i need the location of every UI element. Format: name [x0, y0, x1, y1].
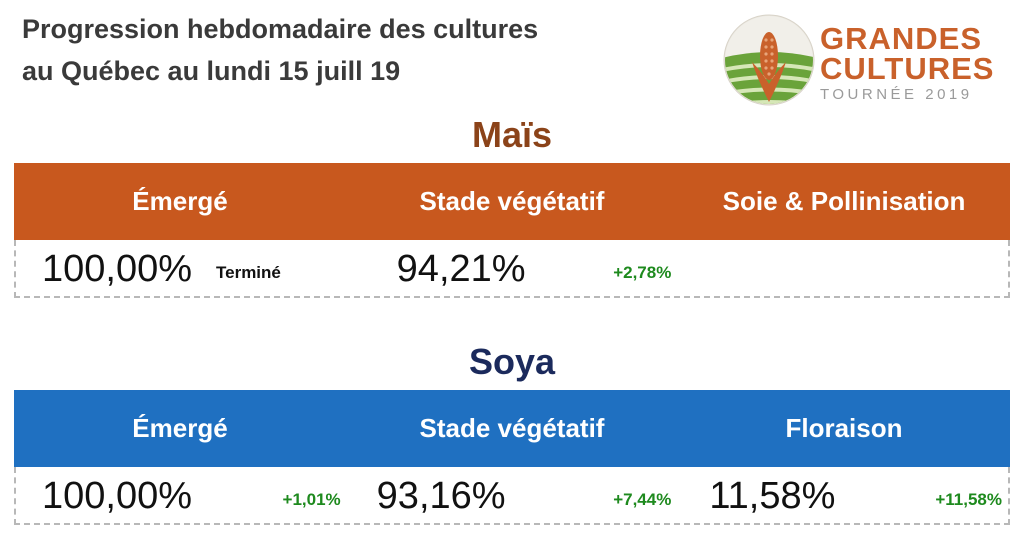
soya-emerge-value: 100,00%: [42, 475, 193, 517]
soya-stade-vegetatif-value: 93,16%: [376, 475, 506, 517]
mais-emerge-note: Terminé: [216, 263, 281, 282]
mais-cell-stade-vegetatif: 94,21% +2,78%: [347, 240, 678, 296]
soya-cell-floraison: 11,58% +11,58%: [677, 467, 1008, 523]
soya-header-floraison: Floraison: [785, 413, 903, 443]
soya-floraison-delta: +11,58%: [935, 490, 1003, 509]
soya-floraison-value: 11,58%: [709, 475, 836, 517]
mais-cell-emerge: 100,00% Terminé: [16, 240, 347, 296]
page-title-line-1: Progression hebdomadaire des cultures: [22, 14, 539, 44]
mais-stade-vegetatif-delta: +2,78%: [613, 263, 672, 282]
soya-values-row: 100,00% +1,01% 93,16% +7,44% 11,58% +11,…: [14, 467, 1010, 525]
mais-header-stade-vegetatif: Stade végétatif: [419, 186, 605, 216]
mais-emerge-value: 100,00%: [42, 248, 193, 290]
logo-text-tournee: TOURNÉE 2019: [820, 86, 973, 103]
grandes-cultures-logo: GRANDES CULTURES TOURNÉE 2019: [722, 10, 1012, 110]
page-title-line-2: au Québec au lundi 15 juill 19: [22, 56, 401, 86]
mais-header-soie-pollinisation: Soie & Pollinisation: [722, 186, 966, 216]
mais-values-row: 100,00% Terminé 94,21% +2,78%: [14, 240, 1010, 298]
soya-header-emerge: Émergé: [132, 413, 228, 443]
soya-section-title: Soya: [468, 341, 556, 382]
corn-field-icon: [723, 14, 815, 106]
soya-header-stade-vegetatif: Stade végétatif: [419, 413, 605, 443]
soya-stade-vegetatif-delta: +7,44%: [613, 490, 672, 509]
mais-cell-soie-pollinisation: [677, 240, 1008, 296]
soya-cell-emerge: 100,00% +1,01%: [16, 467, 347, 523]
soya-emerge-delta: +1,01%: [282, 490, 341, 509]
page-title: Progression hebdomadaire des cultures au…: [22, 8, 712, 92]
soya-header-band: Émergé Stade végétatif Floraison: [14, 390, 1010, 467]
mais-section-title: Maïs: [471, 114, 553, 155]
mais-header-band: Émergé Stade végétatif Soie & Pollinisat…: [14, 163, 1010, 240]
soya-cell-stade-vegetatif: 93,16% +7,44%: [347, 467, 678, 523]
logo-text-cultures: CULTURES: [820, 51, 995, 86]
mais-header-emerge: Émergé: [132, 186, 228, 216]
mais-stade-vegetatif-value: 94,21%: [396, 248, 526, 290]
logo-text-grandes: GRANDES: [820, 21, 983, 56]
